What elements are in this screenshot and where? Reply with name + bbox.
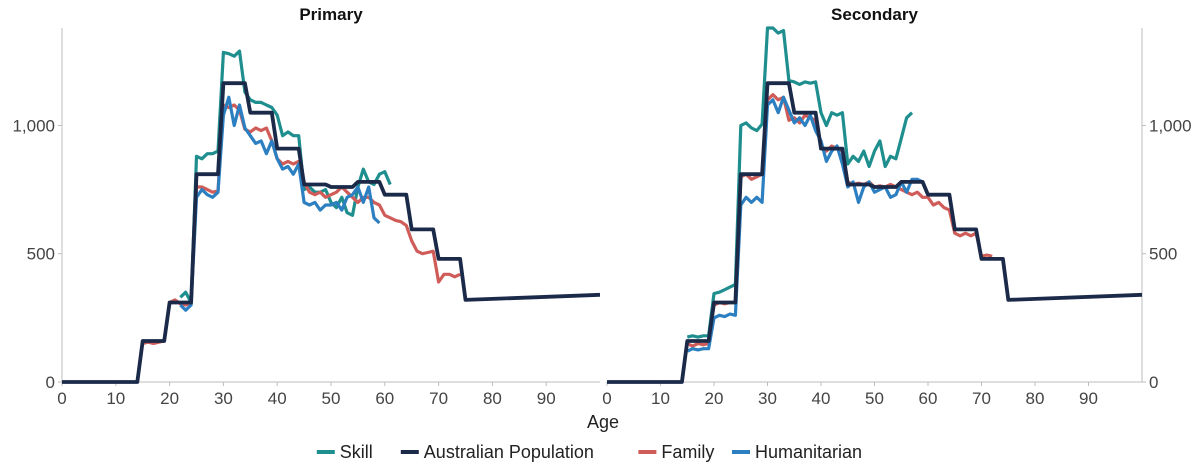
- legend-item-humanitarian: Humanitarian: [732, 442, 862, 462]
- y-tick-label: 500: [1149, 245, 1177, 264]
- legend-label: Australian Population: [424, 442, 594, 462]
- x-tick-label: 0: [57, 389, 66, 408]
- panel-title: Secondary: [831, 5, 918, 24]
- series-skill-line: [179, 49, 392, 305]
- legend-item-family: Family: [638, 442, 714, 462]
- series-australian-population-line: [607, 81, 1143, 384]
- legend-item-skill: Skill: [316, 442, 373, 462]
- legend-label: Family: [661, 442, 714, 462]
- x-tick-label: 20: [705, 389, 724, 408]
- y-tick-label: 0: [1149, 373, 1158, 392]
- x-tick-label: 80: [1026, 389, 1045, 408]
- x-axis-title: Age: [587, 412, 619, 432]
- x-tick-label: 60: [375, 389, 394, 408]
- x-tick-label: 20: [160, 389, 179, 408]
- series-family-line: [686, 93, 993, 348]
- x-tick-label: 70: [972, 389, 991, 408]
- x-tick-label: 70: [429, 389, 448, 408]
- legend-label: Skill: [340, 442, 373, 462]
- x-tick-label: 50: [865, 389, 884, 408]
- x-tick-label: 10: [651, 389, 670, 408]
- y-tick-label: 1,000: [12, 116, 55, 135]
- x-tick-label: 90: [537, 389, 556, 408]
- series-humanitarian-line: [179, 95, 381, 312]
- legend-item-australian-population: Australian Population: [400, 442, 594, 462]
- y-tick-label: 1,000: [1149, 116, 1192, 135]
- panel-title: Primary: [299, 5, 363, 24]
- x-tick-label: 0: [602, 389, 611, 408]
- x-tick-label: 50: [322, 389, 341, 408]
- series-skill-line: [686, 26, 914, 339]
- x-tick-label: 30: [758, 389, 777, 408]
- x-tick-label: 10: [106, 389, 125, 408]
- series-australian-population-line: [62, 81, 601, 384]
- y-tick-label: 500: [27, 245, 55, 264]
- legend-label: Humanitarian: [755, 442, 862, 462]
- x-tick-label: 40: [268, 389, 287, 408]
- panel-secondary: Secondary 0 10 20 30 40 50 60 70 80 90 0 500 1,000: [602, 5, 1191, 408]
- series-humanitarian-line: [686, 95, 924, 353]
- x-tick-label: 60: [919, 389, 938, 408]
- x-tick-label: 30: [214, 389, 233, 408]
- x-tick-label: 80: [483, 389, 502, 408]
- x-tick-label: 90: [1079, 389, 1098, 408]
- y-tick-label: 0: [46, 373, 55, 392]
- panel-primary: Primary 0 10 20 30 40 50 60 70 80 90 0 500 1,000: [12, 5, 601, 408]
- x-tick-label: 40: [812, 389, 831, 408]
- legend: Skill Australian Population Family Humanita…: [316, 442, 862, 462]
